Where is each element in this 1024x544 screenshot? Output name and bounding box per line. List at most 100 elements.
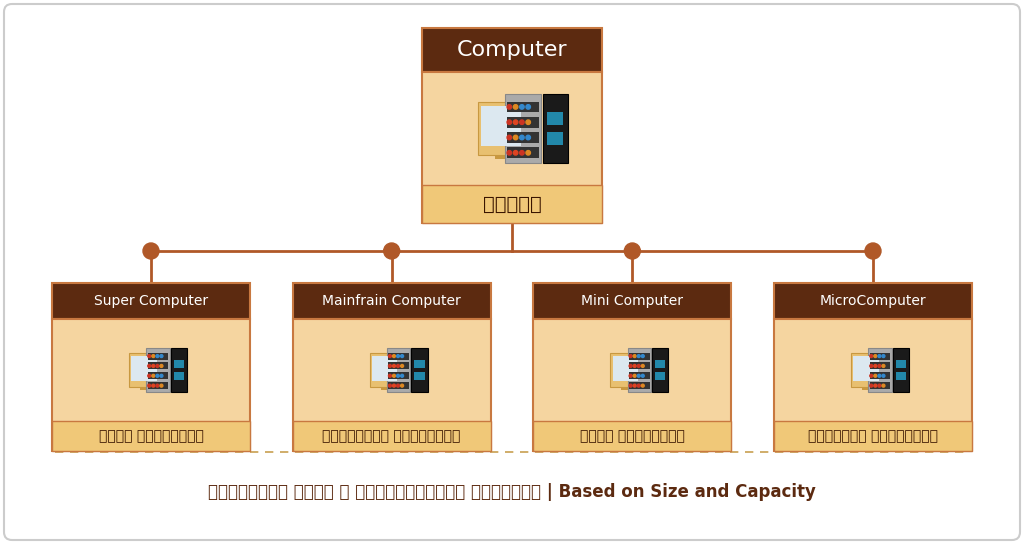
FancyBboxPatch shape <box>547 132 563 145</box>
Circle shape <box>633 374 636 377</box>
Circle shape <box>869 384 872 387</box>
Text: संगणक: संगणक <box>482 195 542 213</box>
Circle shape <box>507 120 512 125</box>
FancyBboxPatch shape <box>478 102 524 154</box>
Circle shape <box>526 151 530 155</box>
FancyBboxPatch shape <box>869 372 891 379</box>
Circle shape <box>882 374 885 377</box>
FancyBboxPatch shape <box>415 360 425 368</box>
Text: सुपर कॉम्यूटर: सुपर कॉम्यूटर <box>98 429 204 443</box>
Bar <box>622 387 630 390</box>
Circle shape <box>160 355 163 357</box>
FancyBboxPatch shape <box>629 372 650 379</box>
Circle shape <box>392 355 395 357</box>
Circle shape <box>869 355 872 357</box>
Circle shape <box>152 374 155 377</box>
FancyBboxPatch shape <box>388 353 409 360</box>
Circle shape <box>396 355 399 357</box>
FancyBboxPatch shape <box>774 421 972 451</box>
FancyBboxPatch shape <box>629 382 650 389</box>
Circle shape <box>865 243 881 259</box>
Circle shape <box>156 384 159 387</box>
FancyBboxPatch shape <box>388 362 409 369</box>
Circle shape <box>629 355 632 357</box>
Circle shape <box>641 364 644 367</box>
FancyBboxPatch shape <box>505 94 541 163</box>
Text: मेनफ्रेम कॉम्यूटर: मेनफ्रेम कॉम्यूटर <box>323 429 461 443</box>
Circle shape <box>392 384 395 387</box>
Text: मायक्रो कॉम्यूटर: मायक्रो कॉम्यूटर <box>808 429 938 443</box>
Circle shape <box>882 364 885 367</box>
FancyBboxPatch shape <box>629 353 650 360</box>
Circle shape <box>160 364 163 367</box>
Circle shape <box>392 374 395 377</box>
Circle shape <box>878 364 881 367</box>
Circle shape <box>878 355 881 357</box>
Circle shape <box>519 120 524 125</box>
FancyBboxPatch shape <box>547 112 563 125</box>
FancyBboxPatch shape <box>422 72 602 223</box>
Circle shape <box>507 104 512 109</box>
Text: Mini Computer: Mini Computer <box>582 294 683 308</box>
Circle shape <box>526 120 530 125</box>
FancyBboxPatch shape <box>388 372 409 379</box>
Circle shape <box>629 364 632 367</box>
FancyBboxPatch shape <box>481 106 521 146</box>
Circle shape <box>513 151 518 155</box>
Circle shape <box>873 384 877 387</box>
Circle shape <box>400 374 403 377</box>
Circle shape <box>160 384 163 387</box>
Circle shape <box>637 364 640 367</box>
FancyBboxPatch shape <box>422 185 602 223</box>
Circle shape <box>633 355 636 357</box>
Circle shape <box>882 384 885 387</box>
FancyBboxPatch shape <box>174 360 184 368</box>
Circle shape <box>513 135 518 140</box>
Circle shape <box>507 135 512 140</box>
FancyBboxPatch shape <box>387 348 411 392</box>
Circle shape <box>519 151 524 155</box>
Text: मिनी कॉम्यूटर: मिनी कॉम्यूटर <box>580 429 685 443</box>
FancyBboxPatch shape <box>293 319 490 451</box>
Circle shape <box>147 374 151 377</box>
FancyBboxPatch shape <box>52 319 250 451</box>
Circle shape <box>156 355 159 357</box>
FancyBboxPatch shape <box>853 355 879 381</box>
Circle shape <box>396 384 399 387</box>
FancyBboxPatch shape <box>293 283 490 319</box>
Circle shape <box>388 355 391 357</box>
Circle shape <box>400 384 403 387</box>
FancyBboxPatch shape <box>415 372 425 380</box>
FancyBboxPatch shape <box>293 421 490 451</box>
Bar <box>862 387 870 390</box>
FancyBboxPatch shape <box>146 348 170 392</box>
Circle shape <box>873 374 877 377</box>
Text: MicroComputer: MicroComputer <box>819 294 927 308</box>
Circle shape <box>641 384 644 387</box>
FancyBboxPatch shape <box>370 353 399 387</box>
Circle shape <box>526 104 530 109</box>
FancyBboxPatch shape <box>147 362 168 369</box>
Circle shape <box>152 355 155 357</box>
Circle shape <box>400 364 403 367</box>
FancyBboxPatch shape <box>412 348 428 392</box>
FancyBboxPatch shape <box>896 360 906 368</box>
Circle shape <box>392 364 395 367</box>
FancyBboxPatch shape <box>774 283 972 319</box>
Bar <box>140 387 148 390</box>
FancyBboxPatch shape <box>147 353 168 360</box>
Circle shape <box>878 374 881 377</box>
FancyBboxPatch shape <box>534 319 731 451</box>
Circle shape <box>400 355 403 357</box>
Circle shape <box>873 355 877 357</box>
Circle shape <box>513 104 518 109</box>
FancyBboxPatch shape <box>131 355 157 381</box>
Circle shape <box>396 374 399 377</box>
Circle shape <box>526 135 530 140</box>
FancyBboxPatch shape <box>171 348 187 392</box>
FancyBboxPatch shape <box>507 147 539 158</box>
Circle shape <box>637 384 640 387</box>
FancyBboxPatch shape <box>612 355 638 381</box>
Circle shape <box>152 364 155 367</box>
Circle shape <box>384 243 399 259</box>
